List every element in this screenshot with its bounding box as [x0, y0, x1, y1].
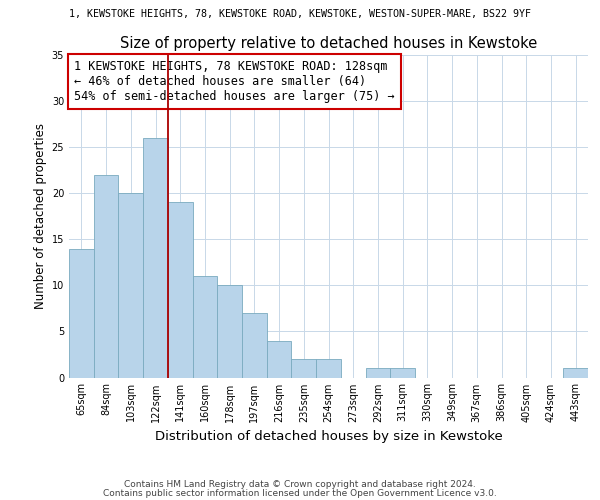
- Bar: [563, 368, 588, 378]
- Bar: [94, 175, 118, 378]
- Y-axis label: Number of detached properties: Number of detached properties: [34, 123, 47, 309]
- Bar: [118, 193, 143, 378]
- Bar: [365, 368, 390, 378]
- Text: Contains HM Land Registry data © Crown copyright and database right 2024.: Contains HM Land Registry data © Crown c…: [124, 480, 476, 489]
- Text: 1, KEWSTOKE HEIGHTS, 78, KEWSTOKE ROAD, KEWSTOKE, WESTON-SUPER-MARE, BS22 9YF: 1, KEWSTOKE HEIGHTS, 78, KEWSTOKE ROAD, …: [69, 9, 531, 19]
- Bar: [168, 202, 193, 378]
- Bar: [292, 359, 316, 378]
- Text: Contains public sector information licensed under the Open Government Licence v3: Contains public sector information licen…: [103, 489, 497, 498]
- Bar: [217, 286, 242, 378]
- Bar: [390, 368, 415, 378]
- Bar: [143, 138, 168, 378]
- Bar: [193, 276, 217, 378]
- Bar: [69, 248, 94, 378]
- Bar: [267, 340, 292, 378]
- Bar: [242, 313, 267, 378]
- Title: Size of property relative to detached houses in Kewstoke: Size of property relative to detached ho…: [120, 36, 537, 51]
- Bar: [316, 359, 341, 378]
- X-axis label: Distribution of detached houses by size in Kewstoke: Distribution of detached houses by size …: [155, 430, 502, 443]
- Text: 1 KEWSTOKE HEIGHTS, 78 KEWSTOKE ROAD: 128sqm
← 46% of detached houses are smalle: 1 KEWSTOKE HEIGHTS, 78 KEWSTOKE ROAD: 12…: [74, 60, 395, 103]
